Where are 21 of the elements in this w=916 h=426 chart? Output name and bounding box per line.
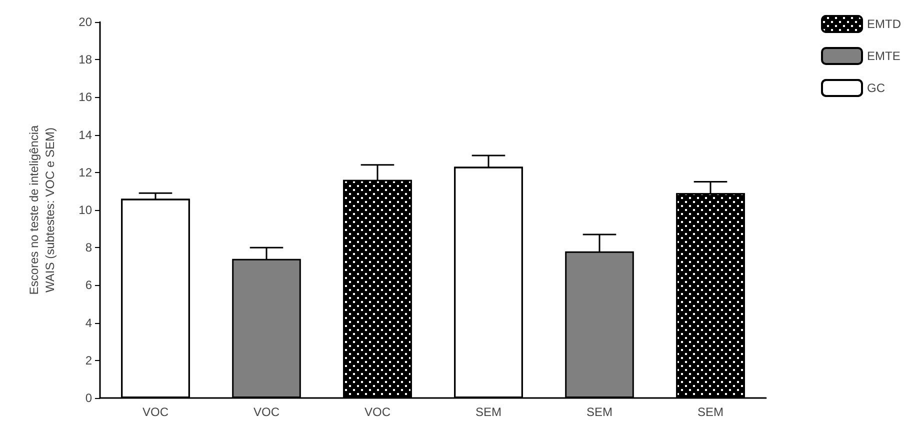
y-tick-label: 8	[85, 240, 92, 255]
y-tick-label: 14	[78, 128, 92, 142]
x-tick-label: SEM	[586, 405, 613, 419]
y-tick-label: 18	[78, 52, 92, 67]
legend-label: GC	[867, 81, 886, 95]
y-tick-label: 0	[85, 391, 92, 405]
x-tick-label: VOC	[364, 405, 391, 419]
legend-label: EMTE	[867, 49, 900, 63]
legend-label: EMTD	[867, 17, 902, 31]
x-tick-label: VOC	[253, 405, 280, 419]
x-tick-label: SEM	[475, 405, 502, 419]
y-axis-title: Escores no teste de inteligência WAIS (subtestes: VOC e SEM)	[27, 124, 57, 295]
y-tick-label: 4	[85, 316, 92, 330]
y-tick-label: 16	[78, 90, 92, 104]
y-tick-label: 20	[78, 15, 92, 29]
y-tick-label: 6	[85, 278, 92, 292]
y-tick-label: 10	[78, 203, 92, 217]
y-tick-label: 12	[78, 165, 92, 180]
x-tick-label: SEM	[697, 405, 724, 419]
x-tick-label: VOC	[142, 405, 169, 419]
y-tick-label: 2	[85, 353, 92, 368]
